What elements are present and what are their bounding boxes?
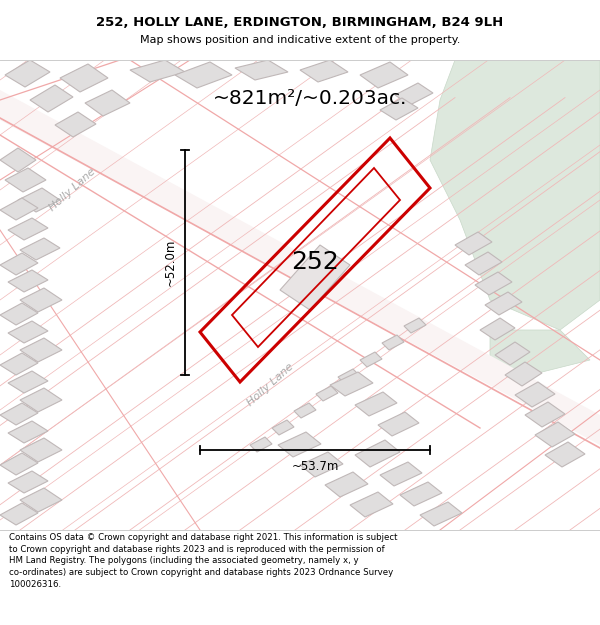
Polygon shape bbox=[20, 288, 62, 312]
Polygon shape bbox=[175, 62, 232, 88]
Polygon shape bbox=[490, 330, 590, 375]
Polygon shape bbox=[338, 369, 360, 384]
Polygon shape bbox=[5, 168, 46, 192]
Polygon shape bbox=[380, 98, 418, 120]
Polygon shape bbox=[294, 403, 316, 418]
Polygon shape bbox=[455, 232, 492, 255]
Text: 252, HOLLY LANE, ERDINGTON, BIRMINGHAM, B24 9LH: 252, HOLLY LANE, ERDINGTON, BIRMINGHAM, … bbox=[97, 16, 503, 29]
Polygon shape bbox=[535, 422, 575, 447]
Polygon shape bbox=[55, 112, 96, 137]
Polygon shape bbox=[8, 421, 48, 443]
Polygon shape bbox=[355, 440, 400, 467]
Polygon shape bbox=[8, 218, 48, 240]
Polygon shape bbox=[485, 292, 522, 315]
Text: ~52.0m: ~52.0m bbox=[163, 239, 176, 286]
Polygon shape bbox=[8, 270, 48, 292]
Polygon shape bbox=[378, 412, 419, 436]
Polygon shape bbox=[380, 462, 422, 486]
Polygon shape bbox=[480, 318, 515, 340]
Polygon shape bbox=[30, 85, 73, 112]
Polygon shape bbox=[382, 335, 404, 350]
Polygon shape bbox=[0, 198, 38, 220]
Polygon shape bbox=[300, 452, 343, 477]
Polygon shape bbox=[355, 392, 397, 416]
Polygon shape bbox=[60, 64, 108, 92]
Polygon shape bbox=[0, 148, 36, 172]
Polygon shape bbox=[18, 188, 60, 212]
Polygon shape bbox=[8, 371, 48, 393]
Polygon shape bbox=[316, 386, 338, 401]
Polygon shape bbox=[300, 60, 348, 82]
Polygon shape bbox=[278, 432, 321, 457]
Polygon shape bbox=[404, 318, 426, 333]
Polygon shape bbox=[0, 303, 38, 325]
Polygon shape bbox=[0, 253, 38, 275]
Polygon shape bbox=[20, 388, 62, 412]
Polygon shape bbox=[235, 60, 288, 80]
Polygon shape bbox=[475, 272, 512, 295]
Polygon shape bbox=[400, 482, 442, 506]
Polygon shape bbox=[420, 502, 462, 526]
Polygon shape bbox=[280, 245, 350, 310]
Polygon shape bbox=[0, 90, 600, 445]
Polygon shape bbox=[272, 420, 294, 435]
Polygon shape bbox=[0, 403, 38, 425]
Text: Holly Lane: Holly Lane bbox=[245, 362, 295, 408]
Polygon shape bbox=[250, 437, 272, 452]
Polygon shape bbox=[0, 503, 38, 525]
Polygon shape bbox=[505, 362, 542, 386]
Polygon shape bbox=[360, 352, 382, 367]
Text: 252: 252 bbox=[291, 250, 339, 274]
Polygon shape bbox=[5, 60, 50, 87]
Polygon shape bbox=[395, 83, 433, 105]
Polygon shape bbox=[360, 62, 408, 88]
Polygon shape bbox=[525, 402, 565, 427]
Polygon shape bbox=[0, 353, 38, 375]
Polygon shape bbox=[545, 442, 585, 467]
Polygon shape bbox=[8, 471, 48, 493]
Polygon shape bbox=[20, 238, 60, 260]
Text: ~53.7m: ~53.7m bbox=[292, 459, 338, 472]
Polygon shape bbox=[465, 252, 502, 275]
Text: Contains OS data © Crown copyright and database right 2021. This information is : Contains OS data © Crown copyright and d… bbox=[9, 533, 398, 589]
Polygon shape bbox=[515, 382, 555, 407]
Text: Map shows position and indicative extent of the property.: Map shows position and indicative extent… bbox=[140, 35, 460, 45]
Text: Holly Lane: Holly Lane bbox=[47, 167, 97, 213]
Polygon shape bbox=[430, 60, 600, 330]
Polygon shape bbox=[0, 453, 38, 475]
Polygon shape bbox=[130, 60, 185, 82]
Polygon shape bbox=[8, 321, 48, 343]
Polygon shape bbox=[495, 342, 530, 365]
Polygon shape bbox=[350, 492, 393, 517]
Polygon shape bbox=[85, 90, 130, 116]
Polygon shape bbox=[20, 488, 62, 512]
Polygon shape bbox=[330, 372, 373, 396]
Text: ~821m²/~0.203ac.: ~821m²/~0.203ac. bbox=[213, 89, 407, 107]
Polygon shape bbox=[20, 438, 62, 462]
Polygon shape bbox=[325, 472, 368, 497]
Polygon shape bbox=[20, 338, 62, 362]
